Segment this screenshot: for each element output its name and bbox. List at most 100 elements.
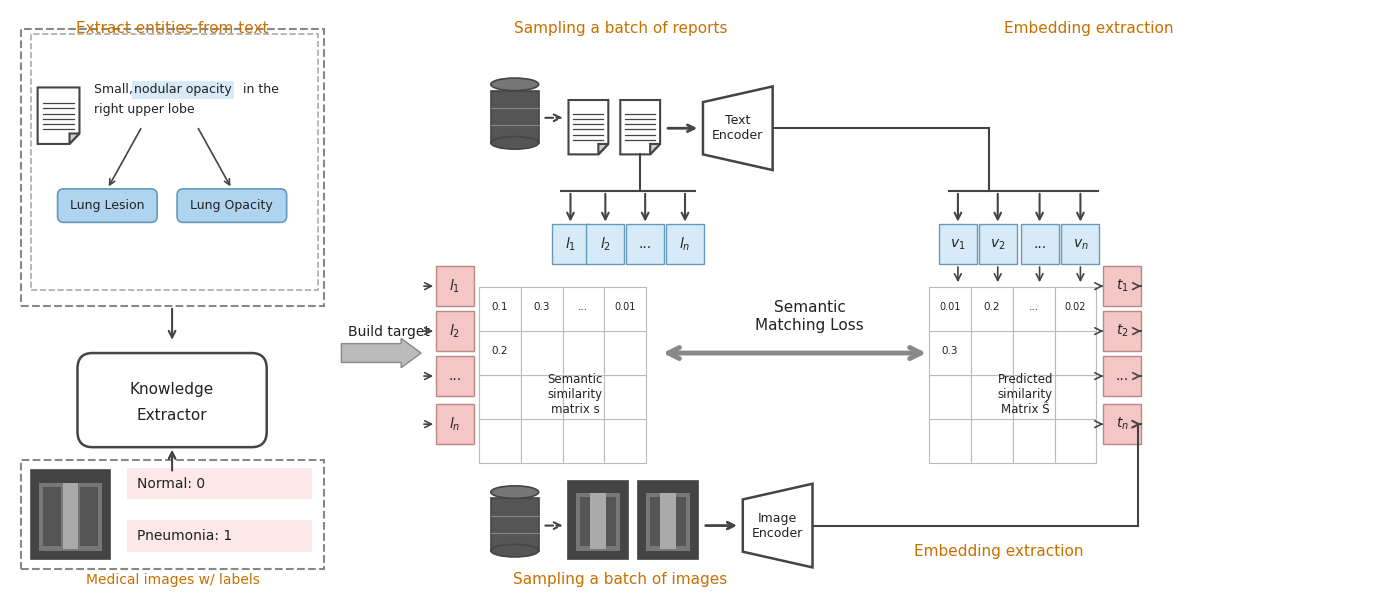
Text: Image
Encoder: Image Encoder	[752, 512, 803, 540]
Bar	[1104, 312, 1141, 351]
Text: $l_2$: $l_2$	[599, 236, 610, 253]
Bar	[478, 419, 521, 463]
Polygon shape	[598, 144, 608, 154]
Text: Knowledge: Knowledge	[130, 382, 214, 397]
Text: Semantic
Matching Loss: Semantic Matching Loss	[755, 300, 864, 333]
Bar	[1104, 356, 1141, 396]
Bar	[1013, 331, 1054, 375]
Bar	[605, 331, 646, 375]
Text: ...: ...	[1028, 302, 1039, 312]
Text: $l_n$: $l_n$	[449, 416, 460, 433]
Bar	[127, 468, 311, 499]
Text: nodular opacity: nodular opacity	[134, 83, 232, 96]
Bar	[598, 498, 616, 547]
Bar	[551, 225, 590, 264]
FancyBboxPatch shape	[58, 189, 157, 222]
Text: Sampling a batch of images: Sampling a batch of images	[513, 572, 728, 588]
Text: Sampling a batch of reports: Sampling a batch of reports	[514, 21, 728, 37]
Text: Extractor: Extractor	[136, 408, 208, 424]
Bar	[650, 498, 668, 547]
Ellipse shape	[491, 486, 539, 498]
Bar	[569, 480, 628, 559]
Text: 0.1: 0.1	[492, 302, 508, 312]
Bar	[1054, 331, 1097, 375]
Text: Normal: 0: Normal: 0	[138, 477, 205, 491]
Text: Embedding extraction: Embedding extraction	[914, 544, 1083, 559]
Text: 0.3: 0.3	[533, 302, 550, 312]
Text: $l_1$: $l_1$	[449, 277, 460, 295]
Bar	[938, 225, 977, 264]
Polygon shape	[69, 133, 80, 144]
Bar	[39, 483, 102, 551]
Bar	[1054, 375, 1097, 419]
Text: Semantic
similarity
matrix s: Semantic similarity matrix s	[547, 373, 602, 416]
FancyBboxPatch shape	[176, 189, 287, 222]
Bar	[478, 375, 521, 419]
Text: Pneumonia: 1: Pneumonia: 1	[138, 529, 233, 543]
Bar	[491, 498, 539, 551]
Text: in the: in the	[238, 83, 278, 96]
Bar	[1104, 266, 1141, 306]
Bar	[435, 356, 474, 396]
Polygon shape	[743, 483, 813, 567]
Bar	[605, 375, 646, 419]
Bar	[929, 375, 971, 419]
Bar	[521, 419, 562, 463]
Bar	[478, 331, 521, 375]
Text: 0.01: 0.01	[940, 302, 960, 312]
Bar	[1013, 375, 1054, 419]
Text: Lung Lesion: Lung Lesion	[70, 199, 145, 212]
Text: $l_1$: $l_1$	[565, 236, 576, 253]
Text: 0.02: 0.02	[1065, 302, 1086, 312]
Text: Build target: Build target	[349, 325, 430, 339]
Bar	[660, 493, 677, 548]
Bar	[1021, 225, 1058, 264]
Text: ...: ...	[638, 237, 652, 252]
Bar	[562, 419, 605, 463]
Bar	[668, 498, 686, 547]
Text: $t_1$: $t_1$	[1116, 278, 1129, 294]
Bar	[587, 225, 624, 264]
FancyBboxPatch shape	[77, 353, 267, 447]
Bar	[43, 487, 61, 547]
Bar	[435, 405, 474, 444]
Bar	[971, 375, 1013, 419]
Text: $t_n$: $t_n$	[1116, 416, 1129, 432]
Bar	[521, 331, 562, 375]
Bar	[1013, 287, 1054, 331]
Text: 0.2: 0.2	[492, 346, 508, 356]
Bar	[971, 331, 1013, 375]
Text: Small,: Small,	[95, 83, 138, 96]
Bar	[562, 287, 605, 331]
Bar	[435, 266, 474, 306]
Bar	[666, 225, 704, 264]
Text: $v_2$: $v_2$	[989, 237, 1006, 252]
Text: ...: ...	[448, 369, 462, 383]
Text: right upper lobe: right upper lobe	[95, 103, 196, 116]
Text: Medical images w/ labels: Medical images w/ labels	[85, 573, 259, 587]
Bar	[562, 375, 605, 419]
Text: Extract entities from text: Extract entities from text	[76, 21, 269, 37]
Text: Predicted
similarity
Matrix Ŝ: Predicted similarity Matrix Ŝ	[998, 373, 1053, 416]
Text: Embedding extraction: Embedding extraction	[1003, 21, 1173, 37]
Bar	[435, 312, 474, 351]
Text: ...: ...	[1116, 369, 1129, 383]
Bar	[590, 493, 606, 548]
Polygon shape	[569, 100, 608, 154]
Text: $v_n$: $v_n$	[1072, 237, 1089, 252]
Text: Lung Opacity: Lung Opacity	[190, 199, 273, 212]
Bar	[1013, 419, 1054, 463]
Polygon shape	[650, 144, 660, 154]
Bar	[638, 480, 699, 559]
Bar	[978, 225, 1017, 264]
Bar	[929, 331, 971, 375]
Bar	[30, 470, 110, 559]
Text: 0.01: 0.01	[615, 302, 635, 312]
Bar	[521, 287, 562, 331]
Text: 0.3: 0.3	[941, 346, 958, 356]
Bar	[580, 498, 598, 547]
Ellipse shape	[491, 78, 539, 91]
Text: $v_1$: $v_1$	[951, 237, 966, 252]
Bar	[1061, 225, 1100, 264]
Ellipse shape	[491, 136, 539, 149]
